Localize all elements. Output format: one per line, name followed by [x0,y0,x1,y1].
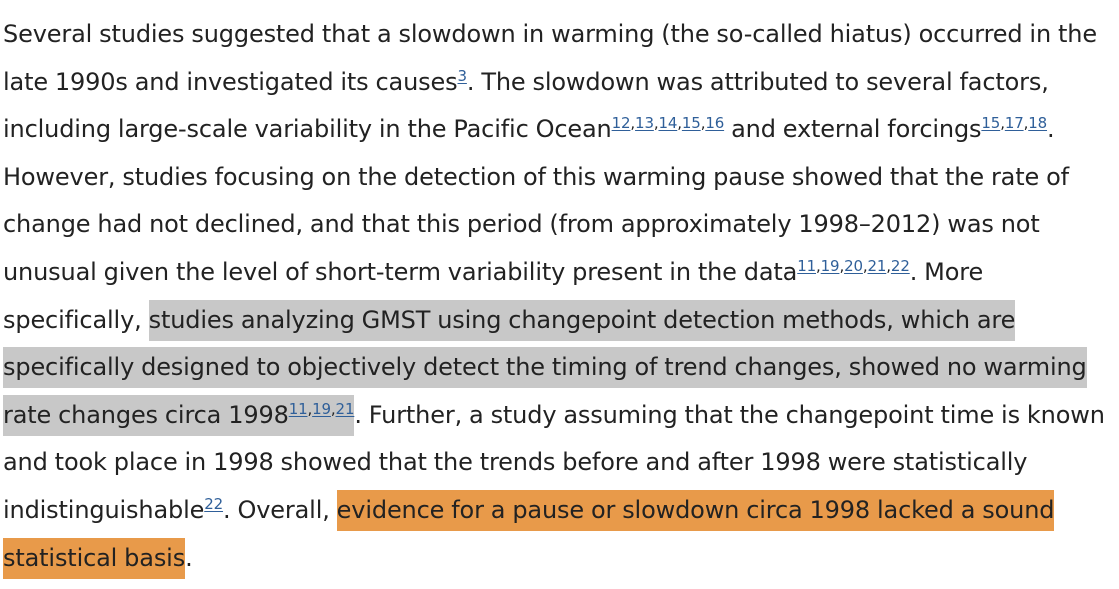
citation-link[interactable]: 22 [204,494,224,513]
text-segment: . More specifically, [3,257,984,334]
citation-link[interactable]: 15 [681,114,701,133]
citation-group: 12,13,14,15,16 [611,114,725,133]
citation-link[interactable]: 13 [635,114,654,133]
citation-link[interactable]: 11 [288,399,308,418]
text-segment: . The slowdown was attributed to several… [3,67,1049,144]
citation-group: 11,19,21 [288,399,355,418]
citation-link[interactable]: 21 [335,399,355,418]
citation-link[interactable]: 22 [890,256,910,275]
citation-link[interactable]: 17 [1004,114,1024,133]
highlighted-text: studies analyzing GMST using changepoint… [3,305,1087,429]
article-body: Several studies suggested that a slowdow… [3,11,1115,582]
citation-group: 22 [204,495,223,513]
highlighted-text: evidence for a pause or slowdown circa 1… [3,495,1055,572]
citation-link[interactable]: 20 [844,256,863,275]
citation-link[interactable]: 19 [312,399,331,418]
citation-group: 3 [457,66,467,85]
text-segment: . Overall, [223,495,337,524]
text-segment: . [185,543,193,572]
citation-link[interactable]: 21 [867,256,887,275]
text-segment: . Further, a study assuming that the cha… [3,400,1105,524]
text-segment: and external forcings [724,115,982,144]
citation-link[interactable]: 19 [820,256,840,275]
citation-link[interactable]: 3 [457,66,467,85]
citation-group: 11,19,20,21,22 [797,256,910,275]
citation-link[interactable]: 11 [797,256,817,275]
text-segment: Several studies suggested that a slowdow… [3,20,1097,96]
hiatus-paragraph: Several studies suggested that a slowdow… [3,11,1115,582]
citation-link[interactable]: 12 [611,114,631,133]
citation-link[interactable]: 16 [705,114,725,133]
citation-link[interactable]: 14 [658,114,678,133]
citation-link[interactable]: 18 [1028,114,1048,133]
citation-group: 15,17,18 [981,114,1048,133]
text-segment: . However, studies focusing on the detec… [3,115,1069,286]
citation-link[interactable]: 15 [981,114,1001,133]
